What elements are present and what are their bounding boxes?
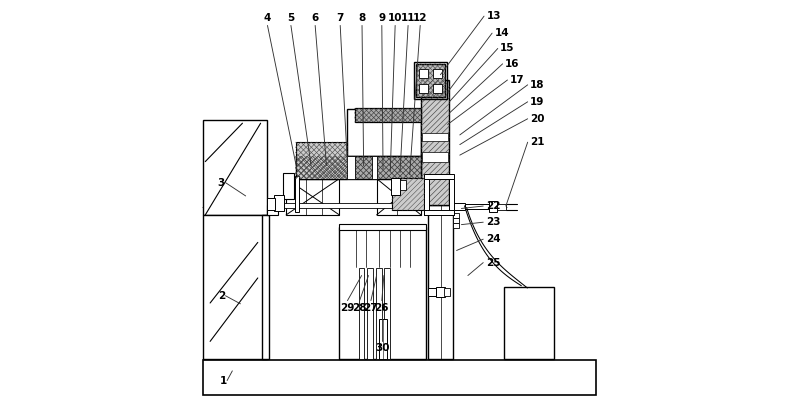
Text: 20: 20 xyxy=(530,114,545,124)
Bar xyxy=(392,178,424,210)
Text: 9: 9 xyxy=(378,13,386,23)
Text: 28: 28 xyxy=(352,303,367,313)
Bar xyxy=(377,179,421,215)
Text: 16: 16 xyxy=(505,59,519,69)
Bar xyxy=(454,223,459,228)
Text: 7: 7 xyxy=(337,13,344,23)
Bar xyxy=(367,268,373,359)
Bar xyxy=(504,287,554,359)
Bar xyxy=(424,210,454,215)
Text: 19: 19 xyxy=(530,97,545,107)
Bar xyxy=(296,156,421,179)
Bar xyxy=(436,287,446,297)
Text: 18: 18 xyxy=(530,80,545,90)
Bar xyxy=(347,156,354,179)
Bar xyxy=(414,62,447,99)
Bar xyxy=(295,176,299,212)
Bar xyxy=(378,319,387,359)
Bar xyxy=(422,133,449,141)
Bar xyxy=(274,195,284,211)
Text: 4: 4 xyxy=(264,13,271,23)
Text: 8: 8 xyxy=(358,13,366,23)
Text: 3: 3 xyxy=(218,178,225,187)
Bar xyxy=(424,179,429,215)
Bar xyxy=(266,203,421,208)
Text: 26: 26 xyxy=(374,303,389,313)
Bar xyxy=(339,224,426,230)
Text: 23: 23 xyxy=(486,217,500,227)
Text: 15: 15 xyxy=(500,44,514,53)
Bar xyxy=(354,108,421,122)
Text: 22: 22 xyxy=(486,201,500,211)
Bar xyxy=(454,218,459,223)
Bar xyxy=(454,203,465,210)
Text: 29: 29 xyxy=(340,303,354,313)
Bar xyxy=(422,152,449,162)
Bar xyxy=(454,213,459,218)
Bar xyxy=(450,179,454,215)
Text: 10: 10 xyxy=(388,13,402,23)
Text: 2: 2 xyxy=(218,291,225,301)
Bar xyxy=(400,180,406,190)
Text: 27: 27 xyxy=(363,303,378,313)
Bar xyxy=(419,84,428,93)
Bar xyxy=(445,288,450,296)
Bar xyxy=(433,84,442,93)
Text: 17: 17 xyxy=(510,75,525,85)
Bar xyxy=(433,69,442,78)
Text: 1: 1 xyxy=(219,376,226,385)
Bar xyxy=(465,204,489,209)
Bar xyxy=(421,80,450,205)
Bar xyxy=(283,173,294,199)
Bar xyxy=(347,109,421,156)
Text: 21: 21 xyxy=(530,137,545,147)
Bar xyxy=(497,204,506,210)
Bar xyxy=(372,156,377,179)
Text: 6: 6 xyxy=(311,13,318,23)
Bar xyxy=(286,179,339,215)
Bar xyxy=(262,215,269,359)
Bar xyxy=(419,69,428,78)
Bar xyxy=(424,174,454,179)
Bar xyxy=(203,120,266,215)
Bar xyxy=(296,142,347,179)
Bar xyxy=(384,268,390,359)
Bar xyxy=(266,198,274,210)
Bar xyxy=(203,215,266,359)
Bar xyxy=(358,268,365,359)
Text: 25: 25 xyxy=(486,258,500,267)
Bar xyxy=(266,205,278,215)
Text: 30: 30 xyxy=(375,343,390,353)
Bar xyxy=(391,178,400,195)
Bar xyxy=(339,227,426,359)
Text: 5: 5 xyxy=(287,13,294,23)
Bar xyxy=(416,64,446,97)
Text: 13: 13 xyxy=(486,11,501,21)
Bar xyxy=(489,201,497,212)
Bar xyxy=(376,268,382,359)
Text: 11: 11 xyxy=(401,13,415,23)
Bar xyxy=(428,205,454,359)
Bar xyxy=(203,360,596,395)
Text: 24: 24 xyxy=(486,234,500,244)
Text: 14: 14 xyxy=(494,28,509,38)
Text: 12: 12 xyxy=(413,13,427,23)
Bar xyxy=(428,288,435,296)
